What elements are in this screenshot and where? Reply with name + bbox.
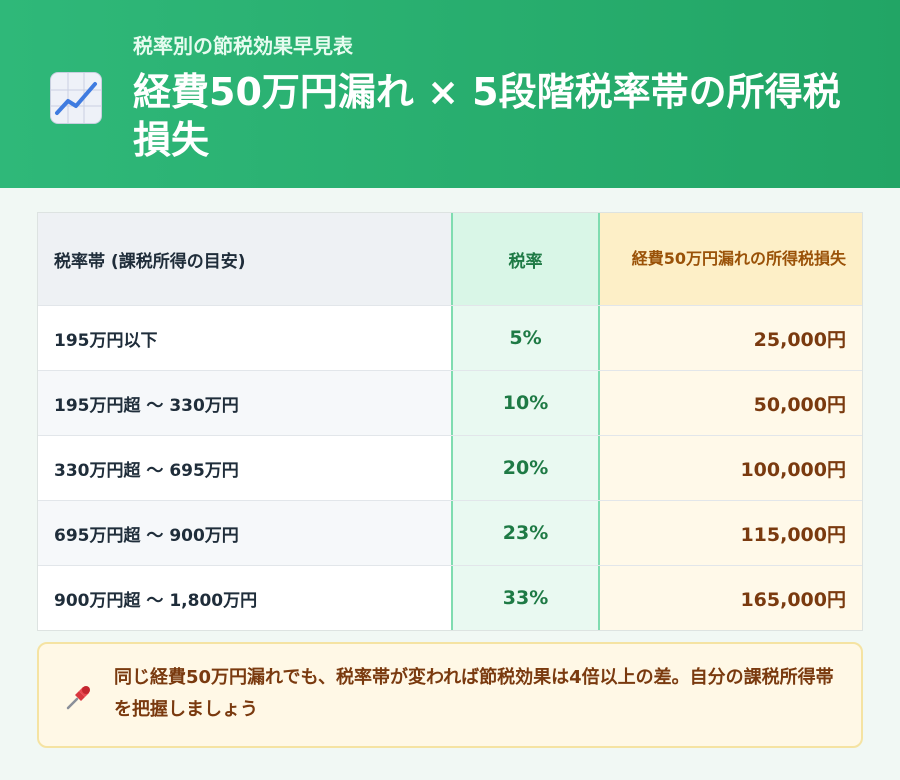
- tax-rate-cell: 33%: [451, 566, 600, 630]
- column-header-band: 税率帯 (課税所得の目安): [38, 213, 451, 305]
- tax-rate-cell: 20%: [451, 436, 600, 500]
- table-row: 695万円超 〜 900万円 23% 115,000円: [38, 500, 862, 565]
- tax-rate-cell: 10%: [451, 371, 600, 435]
- tax-band-cell: 900万円超 〜 1,800万円: [38, 566, 451, 630]
- table-row: 195万円超 〜 330万円 10% 50,000円: [38, 370, 862, 435]
- column-header-rate: 税率: [451, 213, 600, 305]
- tax-band-cell: 330万円超 〜 695万円: [38, 436, 451, 500]
- chart-increasing-icon: [50, 72, 102, 124]
- page-subtitle: 税率別の節税効果早見表: [133, 34, 353, 58]
- table-header-row: 税率帯 (課税所得の目安) 税率 経費50万円漏れの所得税損失: [38, 213, 862, 305]
- table-row: 330万円超 〜 695万円 20% 100,000円: [38, 435, 862, 500]
- page-title: 経費50万円漏れ × 5段階税率帯の所得税損失: [133, 70, 841, 162]
- tax-loss-cell: 165,000円: [600, 566, 862, 630]
- tax-band-cell: 195万円以下: [38, 306, 451, 370]
- tax-rate-cell: 23%: [451, 501, 600, 565]
- tax-band-cell: 195万円超 〜 330万円: [38, 371, 451, 435]
- note-text: 同じ経費50万円漏れでも、税率帯が変われば節税効果は4倍以上の差。自分の課税所得…: [114, 667, 834, 720]
- tax-loss-cell: 25,000円: [600, 306, 862, 370]
- tax-rate-cell: 5%: [451, 306, 600, 370]
- header-banner: 税率別の節税効果早見表 経費50万円漏れ × 5段階税率帯の所得税損失: [0, 0, 900, 188]
- tax-loss-cell: 115,000円: [600, 501, 862, 565]
- table-row: 195万円以下 5% 25,000円: [38, 305, 862, 370]
- tax-loss-cell: 100,000円: [600, 436, 862, 500]
- tax-loss-cell: 50,000円: [600, 371, 862, 435]
- tax-loss-table: 税率帯 (課税所得の目安) 税率 経費50万円漏れの所得税損失 195万円以下 …: [37, 212, 863, 631]
- note-callout: 同じ経費50万円漏れでも、税率帯が変われば節税効果は4倍以上の差。自分の課税所得…: [37, 642, 863, 748]
- column-header-loss: 経費50万円漏れの所得税損失: [600, 213, 862, 305]
- pushpin-icon: [64, 682, 94, 716]
- table-row: 900万円超 〜 1,800万円 33% 165,000円: [38, 565, 862, 630]
- tax-band-cell: 695万円超 〜 900万円: [38, 501, 451, 565]
